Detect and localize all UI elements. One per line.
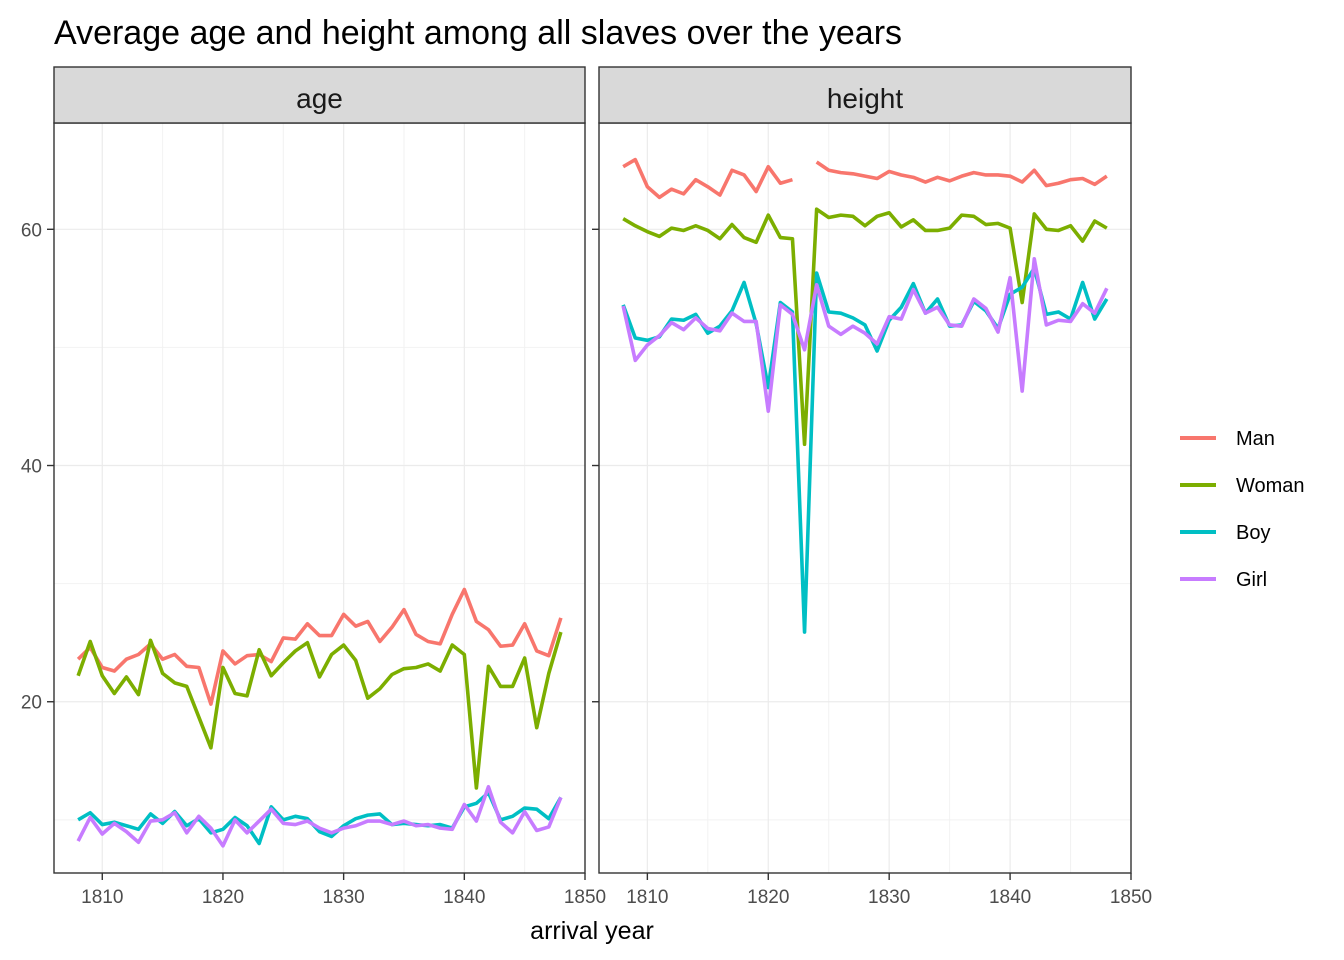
y-tick-label: 40 [21,457,42,478]
x-tick-label: 1850 [564,887,606,908]
facet-panel-age: age 1810 1820 1830 1840 1850 20 40 60 [21,66,606,908]
series-line-height-girl [621,257,1109,413]
legend-label: Woman [1236,475,1305,497]
x-tick-label: 1840 [443,887,485,908]
x-tick-label: 1810 [626,887,668,908]
facet-strip [53,66,586,124]
x-tick-label: 1830 [868,887,910,908]
x-tick-label: 1850 [1110,887,1152,908]
legend-item-man: Man [1180,428,1275,450]
facet-panel-height: height 1810 1820 1830 1840 1850 [592,66,1152,908]
x-tick-label: 1810 [81,887,123,908]
series-line-height-man [622,157,1108,200]
legend-label: Girl [1236,569,1267,591]
legend-label: Boy [1236,522,1270,544]
series-line-age-woman [76,631,563,790]
legend-item-woman: Woman [1180,475,1305,497]
y-tick-label: 60 [21,220,42,241]
x-tick-label: 1840 [989,887,1031,908]
series-line-age-girl [76,784,563,848]
facet-strip-label: height [827,83,904,114]
x-tick-label: 1820 [202,887,244,908]
legend: Man Woman Boy Girl [1180,428,1305,591]
legend-item-girl: Girl [1180,569,1267,591]
panel-background [54,123,585,873]
chart-title: Average age and height among all slaves … [54,14,902,52]
panel-background [599,123,1131,873]
legend-label: Man [1236,428,1275,450]
facet-strip [598,66,1132,124]
x-tick-label: 1830 [322,887,364,908]
facet-strip-label: age [296,83,343,114]
y-tick-label: 20 [21,693,42,714]
x-axis-title: arrival year [530,917,654,945]
facet-panels: age 1810 1820 1830 1840 1850 20 40 60 height 1810 1… [21,66,1152,908]
legend-item-boy: Boy [1180,522,1270,544]
x-tick-label: 1820 [747,887,789,908]
series-line-age-man [76,587,563,706]
series-line-height-woman [622,207,1108,447]
